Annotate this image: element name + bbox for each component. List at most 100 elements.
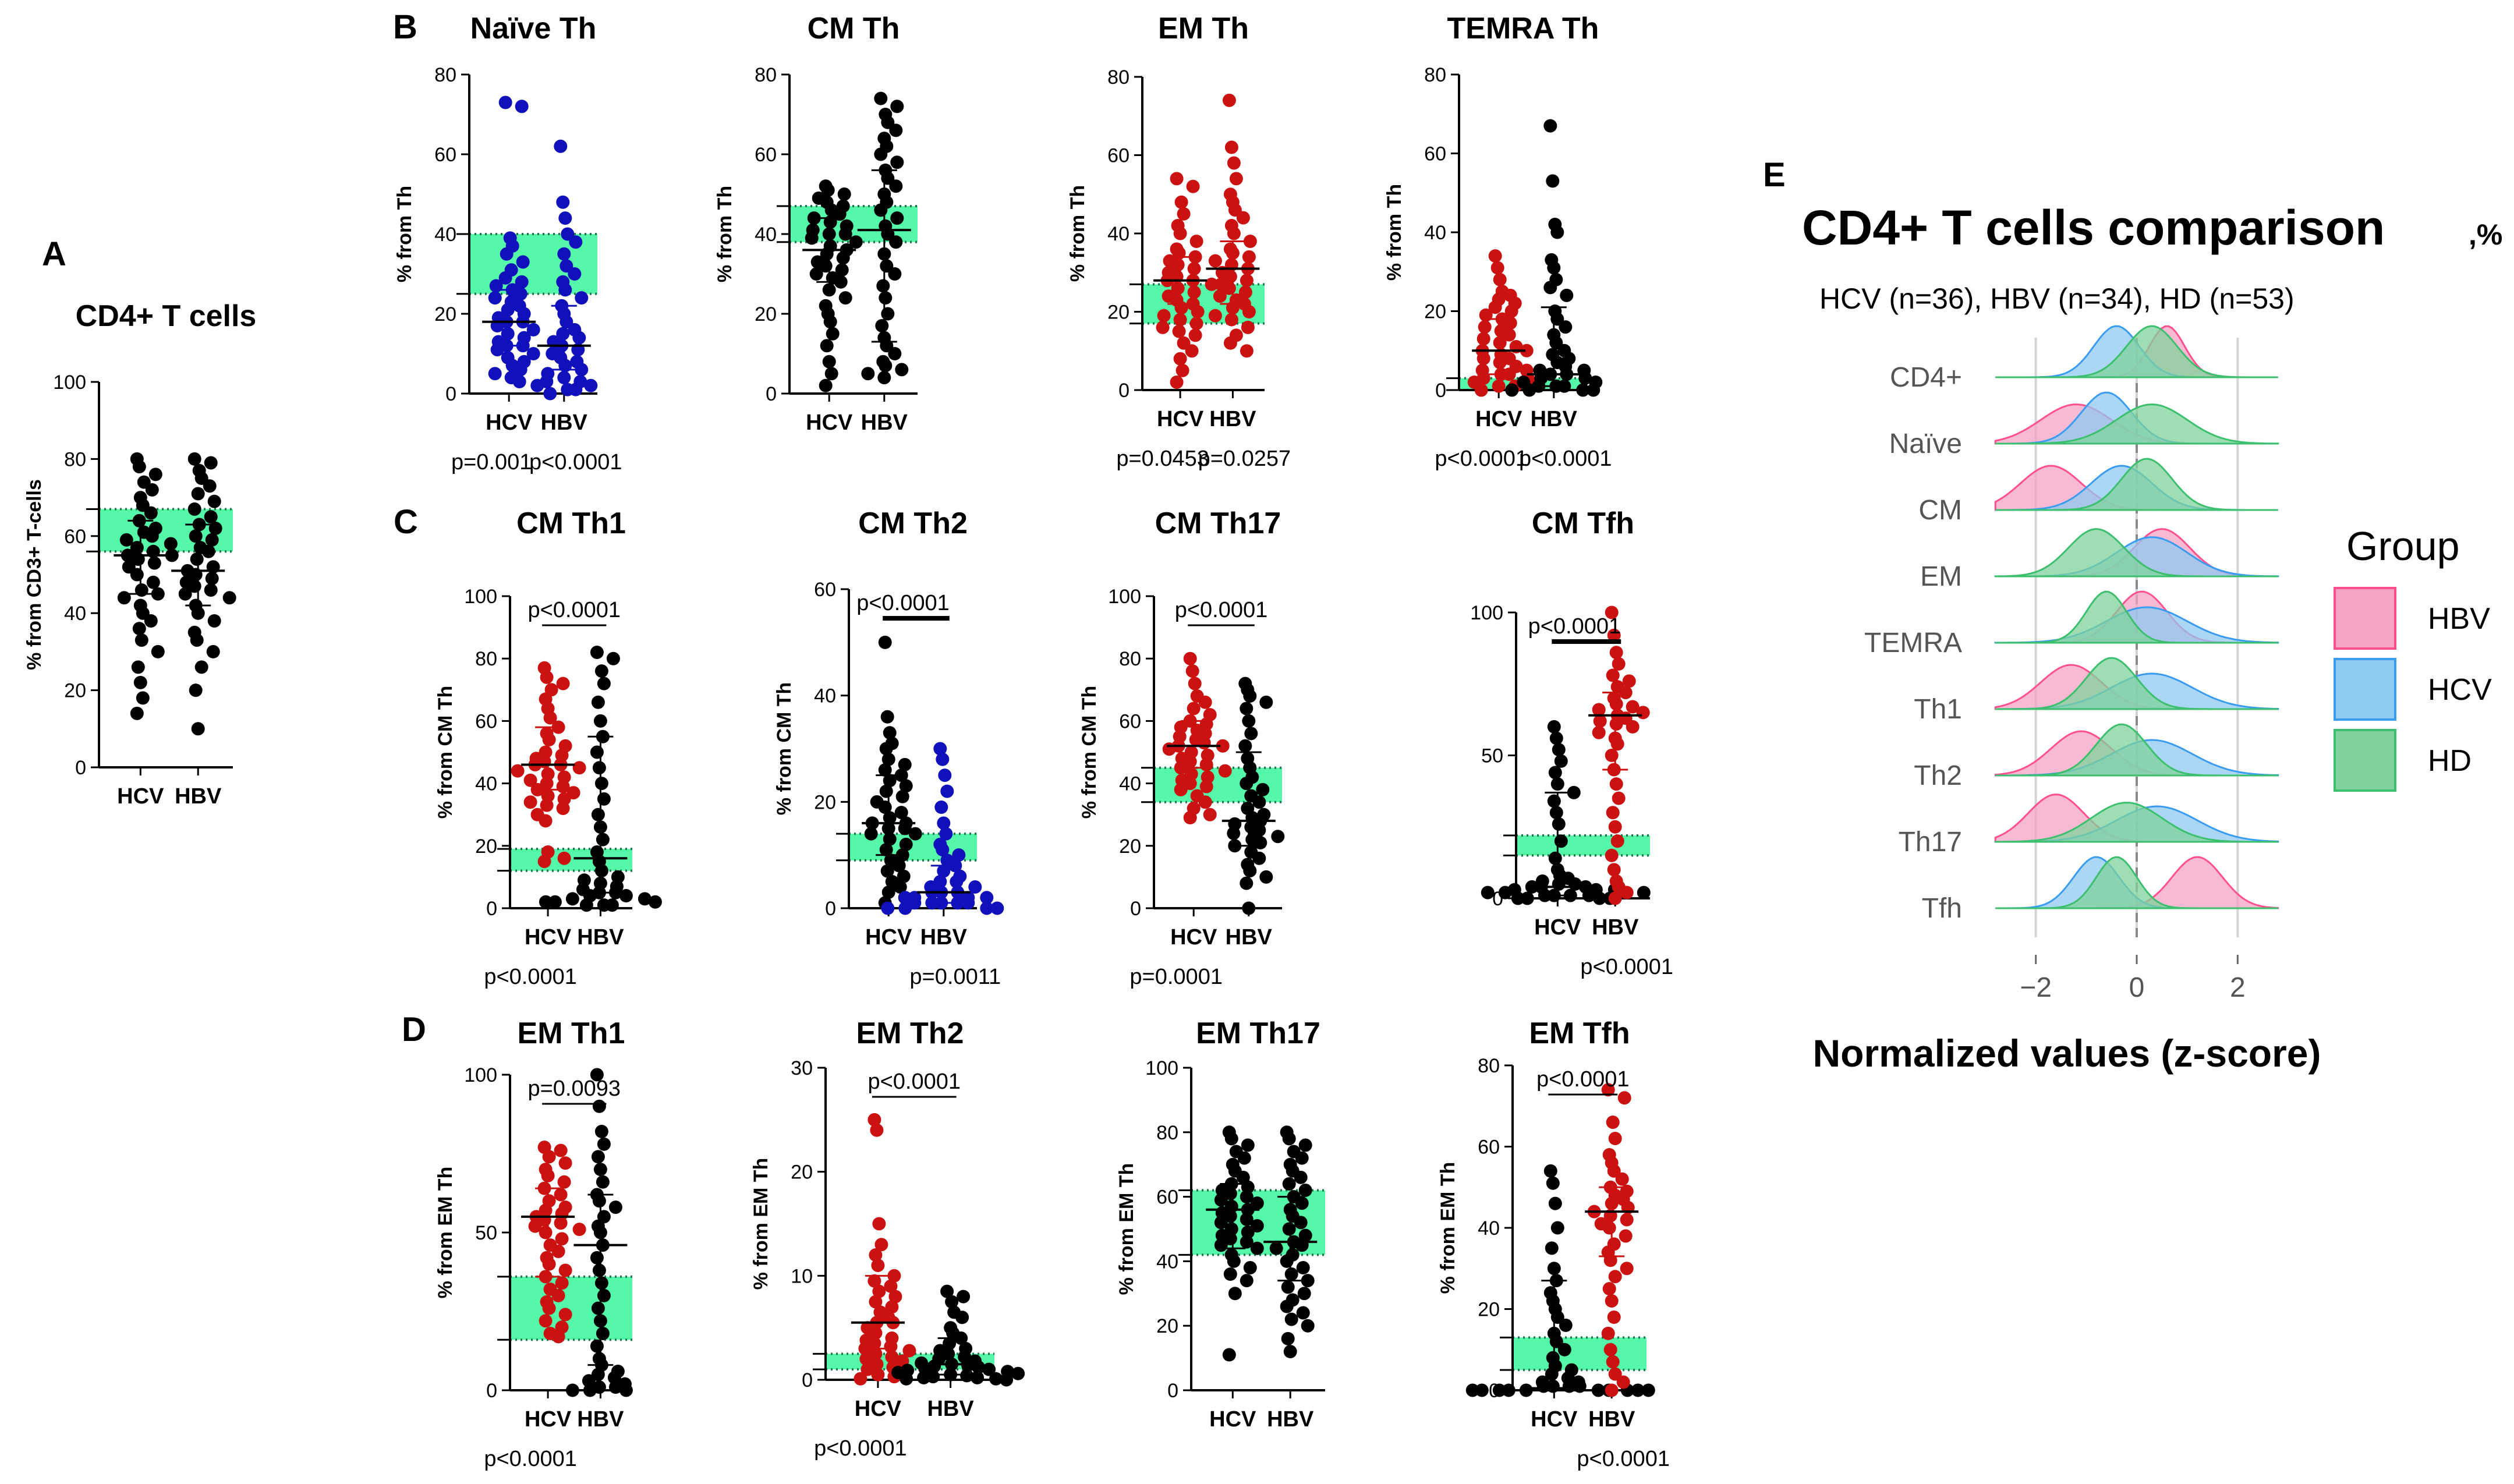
y-tick-label: 20 [1107,302,1129,324]
panel-title: Naïve Th [470,12,597,45]
data-point [523,773,537,787]
panel-title: EM Th2 [856,1017,964,1050]
data-point [619,889,633,903]
data-point [1605,749,1619,762]
data-point [569,382,583,396]
data-point [1227,226,1241,240]
data-point [869,1248,883,1262]
data-point [526,347,540,360]
x-tick-label: HBV [577,925,624,950]
data-point [1465,1383,1479,1397]
y-tick-label: 60 [64,526,86,548]
data-point [1199,757,1213,771]
data-point [1295,1196,1309,1210]
data-point [1502,328,1516,342]
data-point [878,763,892,777]
y-tick-label: 60 [755,144,777,166]
data-point [898,821,912,835]
p-value: p<0.0001 [814,1436,907,1461]
data-point [899,837,913,851]
data-point [204,583,218,597]
y-tick-label: 40 [64,603,86,625]
panel-title: CD4+ T cells [76,299,257,333]
data-point [807,211,821,225]
data-point [1620,1262,1634,1276]
data-point [1170,172,1184,186]
data-point [1543,281,1557,295]
panel-title: CM Th1 [516,507,626,540]
data-point [1608,1270,1622,1284]
data-point [1240,344,1254,358]
data-point [870,1123,884,1137]
data-point [1593,714,1607,728]
legend-swatch-hbv [2334,587,2396,650]
y-tick-label: 40 [1156,1251,1178,1273]
data-point [854,1372,867,1386]
x-tick-label: HCV [855,1397,902,1421]
data-point [151,587,165,601]
x-tick-label: HCV [1157,407,1204,431]
data-point [501,303,515,317]
data-point [889,235,903,249]
data-point [872,1217,886,1231]
data-point [1547,1262,1561,1276]
data-point [596,1175,610,1189]
data-point [543,711,557,725]
y-tick-label: 0 [75,757,86,779]
data-point [888,347,902,360]
reference-band [1513,1337,1647,1370]
x-tick-label: HCV [806,410,853,435]
data-point [516,255,530,269]
data-point [1619,1229,1633,1243]
data-point [148,467,162,481]
data-point [895,363,909,377]
y-tick-label: 20 [475,835,497,858]
data-point [1197,736,1211,750]
y-tick-label: 80 [64,448,86,470]
y-tick-label: 60 [1107,145,1129,167]
data-point [1240,274,1254,288]
y-axis-label: % from CD3+ T-cells [23,479,45,670]
data-point [1242,901,1256,915]
data-point [1183,651,1197,665]
data-point [555,1232,569,1246]
data-point [1612,657,1626,671]
data-point [1608,891,1622,905]
data-point [1157,309,1171,323]
panel-title: CM Th [808,12,900,45]
data-point [558,283,572,297]
data-point [488,291,502,305]
y-tick-label: 60 [1424,143,1446,165]
data-point [1174,782,1188,796]
data-point [130,568,144,582]
data-point [638,892,651,906]
data-point [1552,817,1566,831]
data-point [1156,320,1170,334]
data-point [572,761,586,775]
data-point [608,1200,622,1214]
row-label: CD4+ [1890,362,1962,393]
data-point [554,1216,568,1230]
data-point [1224,1132,1238,1146]
y-tick-label: 60 [1478,1136,1500,1159]
data-point [1295,1238,1309,1252]
p-value: p<0.0001 [1577,1447,1670,1471]
y-tick-label: 20 [791,1161,813,1184]
data-point [890,211,904,225]
data-point [540,670,554,684]
panel-B4: 0 20 40 60 80 HCV HBV TEMRA Th % from Th p<0.0001… [1383,12,1612,471]
data-point [592,1194,606,1208]
data-point [936,752,950,766]
data-point [1174,195,1188,209]
y-tick-label: 80 [434,64,456,86]
y-tick-label: 40 [1478,1217,1500,1239]
data-point [1547,794,1561,808]
data-point [1636,706,1650,720]
y-tick-label: 80 [1424,64,1446,86]
data-point [145,529,159,543]
data-point [1170,376,1184,389]
y-axis-label: % from CM Th [773,682,795,816]
data-point [880,864,894,878]
legend-label: HD [2428,744,2471,778]
data-point [548,895,562,909]
